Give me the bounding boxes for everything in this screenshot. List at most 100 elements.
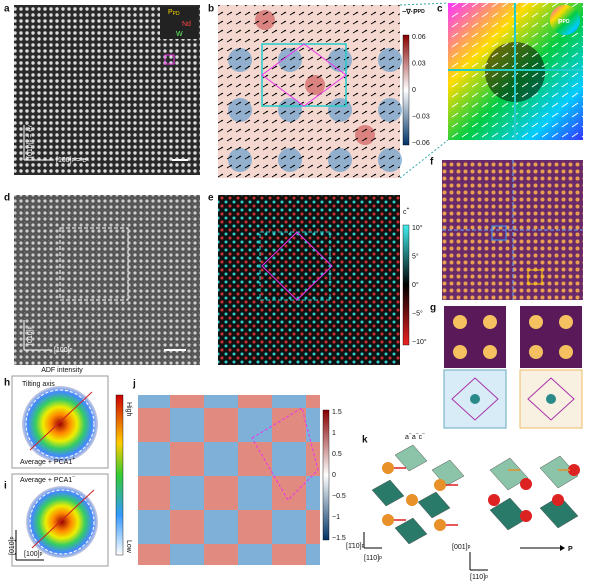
t: [010] (27, 142, 34, 158)
t: p (40, 551, 43, 557)
t: [110] (470, 574, 485, 581)
colorbar-ticks: 10° 5° 0° −5° −10° (412, 224, 427, 346)
axes (23, 125, 54, 161)
vector-field (218, 5, 400, 178)
tick-label: −0.03 (412, 113, 430, 120)
atom-spots (453, 315, 573, 359)
t: [001] (452, 544, 468, 551)
t: y (27, 125, 33, 128)
zoom-image (444, 306, 506, 368)
t: = e (27, 128, 34, 140)
t: P (558, 19, 563, 26)
roi-blue (491, 225, 507, 241)
axis-label: [110]p (470, 574, 488, 581)
inset (160, 7, 198, 39)
tick-label: −5° (412, 309, 423, 317)
cyan-lines (448, 3, 583, 140)
axes (469, 552, 488, 571)
t: p (72, 157, 75, 163)
caption: Average + PCA1+ (20, 456, 75, 466)
t: p (468, 544, 471, 550)
colorbar-ticks: 1.5 1 0.5 0 −0.5 −1 −1.5 (332, 409, 346, 542)
panel-label: d (4, 193, 10, 204)
title: ADF intensity (41, 367, 83, 374)
t: Average + PCA1 (20, 477, 72, 484)
tick-label: 1.5 (332, 409, 342, 416)
t: p (27, 326, 33, 329)
tilting-axis (31, 489, 95, 549)
panel-label: f (430, 157, 434, 168)
panel-label: e (208, 193, 214, 204)
panel-label: a (4, 4, 10, 15)
t: a (405, 434, 409, 441)
p-label: PPD (558, 19, 570, 26)
p-arrowhead (560, 545, 565, 551)
tick-label: 0 (412, 87, 416, 94)
atom (470, 394, 480, 404)
t: −∇·P (402, 8, 418, 16)
caption: Average + PCA1− (20, 474, 75, 484)
panel-label: h (4, 378, 10, 389)
t: + (72, 456, 75, 462)
t: [100] (56, 157, 72, 164)
t: Average + PCA1 (20, 459, 72, 466)
roi-yellow (527, 269, 543, 285)
t: p (379, 555, 382, 561)
intensity-blob (26, 486, 98, 558)
t: p (9, 536, 15, 539)
t: [100] (24, 551, 40, 558)
tick-label: 0.06 (412, 34, 426, 41)
p-text: P (168, 9, 173, 16)
y-axis-label: [010]p (27, 326, 34, 345)
tick-label: −0.5 (332, 493, 346, 500)
high-label: High (125, 402, 132, 417)
t: a (412, 434, 416, 441)
colorbar-title: −∇·PPD (402, 8, 425, 16)
low-label: Low (125, 540, 132, 554)
axis-label: Tilting axis (22, 381, 55, 388)
atom (546, 394, 556, 404)
t: PD (563, 19, 570, 25)
tilt-map (218, 195, 400, 365)
octahedra (371, 444, 579, 545)
tick-label: −0.06 (412, 140, 430, 147)
t: c (403, 209, 407, 216)
tick-label: −10° (412, 338, 427, 346)
cyan-box (259, 231, 331, 301)
tick-label: 0° (412, 281, 419, 289)
displacement-arrows (394, 467, 458, 526)
panel-label: j (132, 379, 136, 390)
x-axis-label: [100]p (24, 551, 43, 558)
t: [1̄10] (346, 543, 362, 550)
w-label: W (176, 31, 183, 38)
stem-image (14, 195, 200, 365)
y-axis-label: [010]p (9, 536, 16, 555)
pca-map (138, 395, 320, 565)
panel-label: k (362, 435, 368, 446)
t: p (362, 543, 365, 549)
magenta-box (261, 43, 347, 107)
axes (23, 320, 52, 351)
t: [010] (9, 539, 16, 555)
axes (363, 532, 382, 549)
zoom-image (520, 306, 582, 368)
colorbar-title: c+ (403, 206, 410, 216)
t: [100] (54, 347, 70, 354)
t: − (409, 431, 412, 437)
tick-label: 0.5 (332, 451, 342, 458)
p-label: P (568, 546, 573, 553)
axis-label: [1̄10]p (346, 543, 365, 550)
t: − (72, 474, 75, 480)
t: = e (74, 157, 86, 164)
t: − (422, 431, 425, 437)
panel-label: i (4, 481, 7, 492)
tick-label: 10° (412, 224, 423, 232)
t: [010] (27, 329, 34, 345)
colorbar-ticks: 0.06 0.03 0 −0.03 −0.06 (412, 34, 430, 147)
cyan-lines (442, 160, 583, 300)
colorbar (402, 224, 410, 346)
colorbar (402, 34, 410, 146)
t: PD (418, 9, 425, 15)
colorbar (115, 394, 124, 556)
